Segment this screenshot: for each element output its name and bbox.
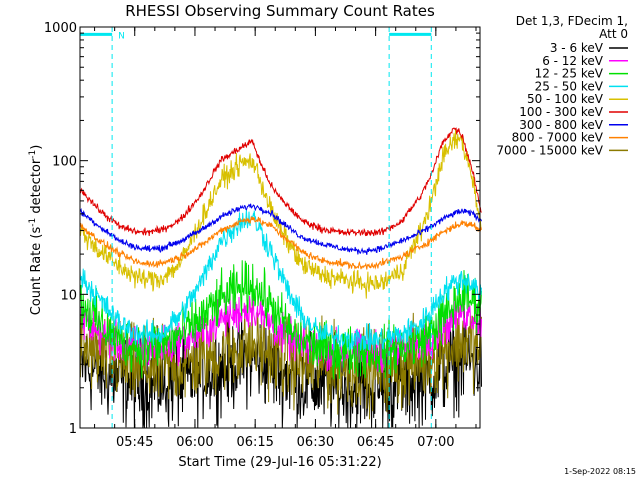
x-tick-label: 06:00	[176, 435, 213, 450]
series-line	[79, 216, 482, 270]
y-tick-label: 1	[69, 422, 77, 437]
series-line	[79, 301, 482, 420]
x-axis-label: Start Time (29-Jul-16 05:31:22)	[178, 455, 381, 470]
y-tick-label: 100	[52, 155, 77, 170]
series-line	[79, 208, 482, 352]
axes: 1 10 100 1000 05:45 06:00 06:15 06:30 06:45 07:00	[44, 21, 481, 450]
y-axis-label: Count Rate (s-1 detector-1)	[28, 145, 44, 316]
footer-timestamp: 1-Sep-2022 08:15	[564, 467, 636, 476]
legend-label: 6 - 12 keV	[542, 54, 604, 68]
legend-label: 100 - 300 keV	[519, 105, 603, 119]
series-line	[79, 260, 482, 380]
legend-label: 50 - 100 keV	[527, 92, 604, 106]
legend-label: 3 - 6 keV	[550, 41, 604, 55]
legend-label: 7000 - 15000 keV	[496, 143, 603, 157]
legend-header-line-1: Det 1,3, FDecim 1,	[516, 14, 628, 28]
series-line	[79, 127, 482, 237]
series-line	[79, 203, 482, 255]
y-tick-label: 10	[60, 288, 77, 303]
y-tick-label: 1000	[44, 21, 77, 36]
x-tick-label: 06:15	[236, 435, 273, 450]
x-tick-label: 07:00	[417, 435, 454, 450]
legend-label: 300 - 800 keV	[519, 118, 603, 132]
legend-label: 12 - 25 keV	[535, 67, 604, 81]
legend-label: 25 - 50 keV	[535, 79, 604, 93]
x-tick-label: 06:30	[297, 435, 334, 450]
plot-frame	[79, 26, 481, 429]
chart-title: RHESSI Observing Summary Count Rates	[125, 2, 435, 20]
legend-header-line-2: Att 0	[599, 27, 628, 41]
flag-label: N	[118, 31, 125, 41]
x-tick-label: 05:45	[116, 435, 153, 450]
x-tick-label: 06:45	[357, 435, 394, 450]
legend-label: 800 - 7000 keV	[512, 131, 604, 145]
